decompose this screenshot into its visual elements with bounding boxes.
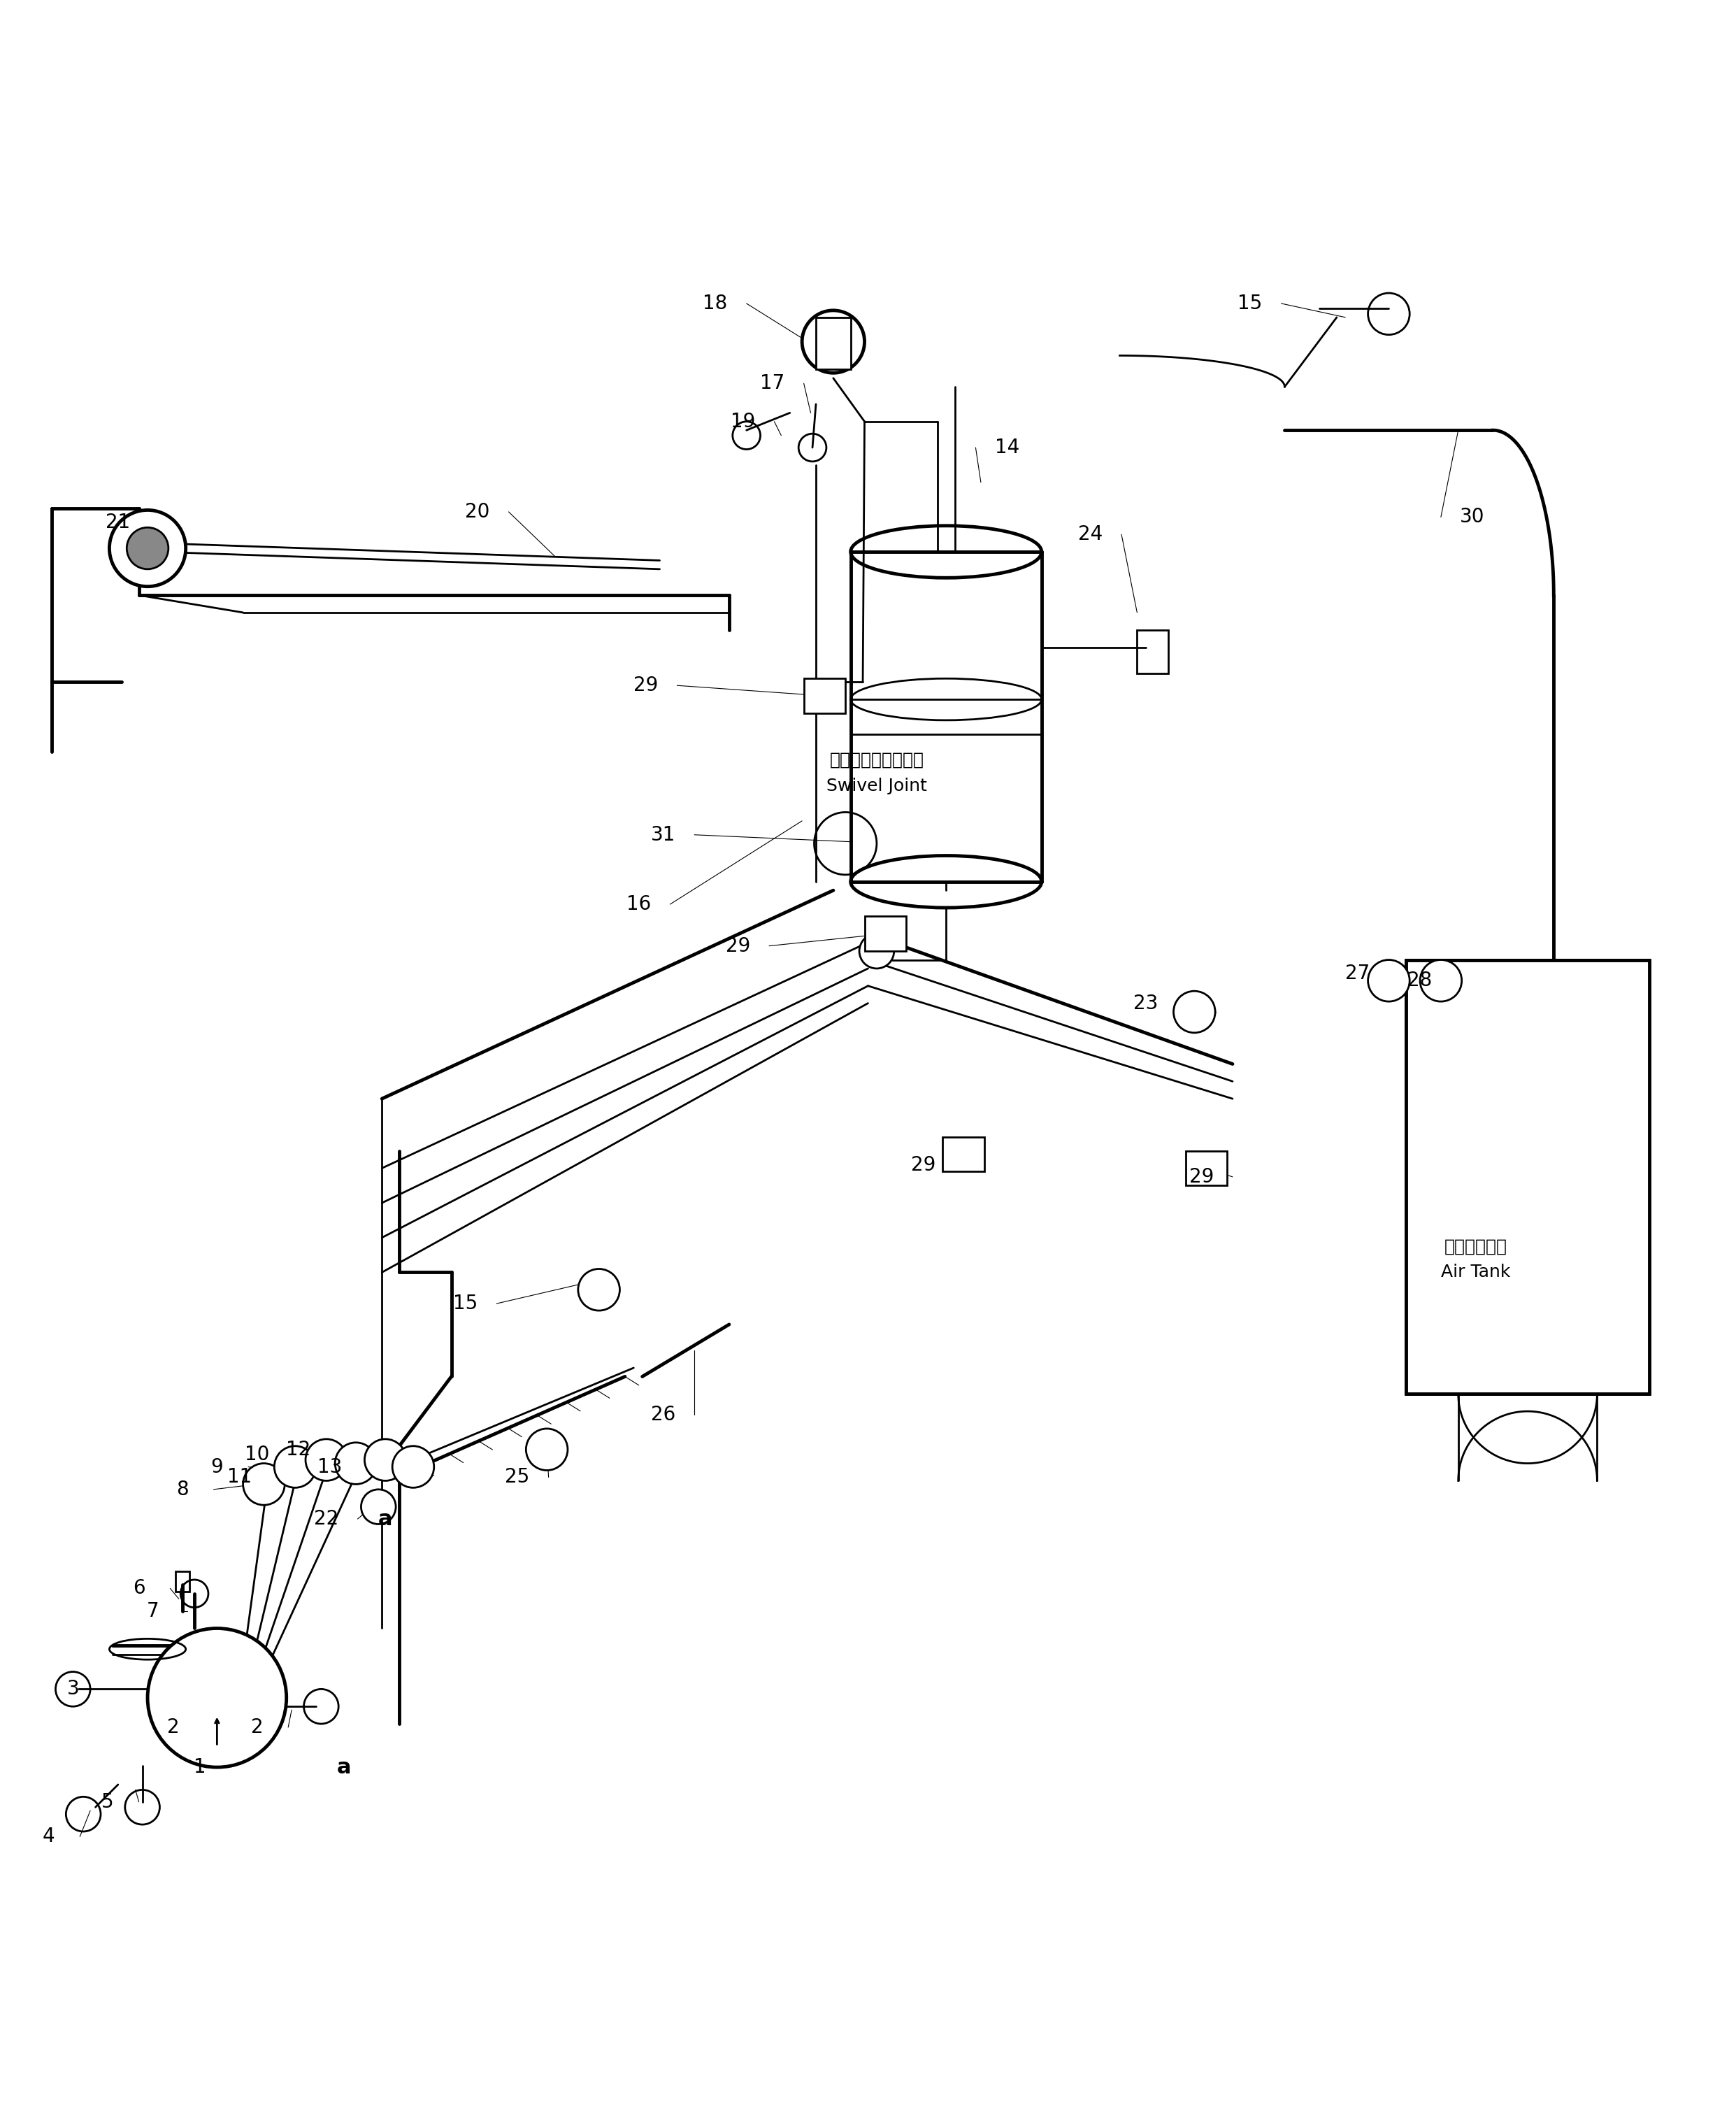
Text: 4: 4 bbox=[42, 1828, 56, 1847]
Text: 2: 2 bbox=[250, 1717, 264, 1736]
Text: 11: 11 bbox=[227, 1468, 252, 1487]
Text: 29: 29 bbox=[911, 1156, 936, 1175]
Text: 23: 23 bbox=[1134, 994, 1158, 1013]
Circle shape bbox=[365, 1439, 406, 1481]
Text: 29: 29 bbox=[1189, 1166, 1213, 1187]
Text: 9: 9 bbox=[210, 1458, 224, 1477]
Bar bbox=[175, 1570, 189, 1592]
Circle shape bbox=[1174, 992, 1215, 1032]
Text: 24: 24 bbox=[1078, 526, 1102, 545]
Text: エアータンク: エアータンク bbox=[1444, 1238, 1507, 1256]
Bar bbox=[943, 1136, 984, 1173]
Text: 19: 19 bbox=[731, 411, 755, 432]
Text: 29: 29 bbox=[634, 677, 658, 696]
Circle shape bbox=[109, 511, 186, 587]
Text: 25: 25 bbox=[505, 1468, 529, 1487]
Bar bbox=[816, 317, 851, 370]
Text: 5: 5 bbox=[101, 1792, 115, 1811]
Circle shape bbox=[335, 1443, 377, 1483]
Bar bbox=[1137, 630, 1168, 672]
Circle shape bbox=[148, 1628, 286, 1766]
Circle shape bbox=[306, 1439, 347, 1481]
Text: 14: 14 bbox=[995, 438, 1019, 458]
Text: 6: 6 bbox=[132, 1579, 146, 1598]
Text: 18: 18 bbox=[703, 294, 727, 313]
Text: 3: 3 bbox=[66, 1679, 80, 1698]
Circle shape bbox=[1368, 960, 1410, 1002]
Text: 1: 1 bbox=[193, 1758, 207, 1777]
Text: 8: 8 bbox=[175, 1479, 189, 1500]
Text: 15: 15 bbox=[453, 1294, 477, 1313]
Text: Air Tank: Air Tank bbox=[1441, 1264, 1510, 1281]
Circle shape bbox=[127, 528, 168, 568]
Text: 13: 13 bbox=[318, 1458, 342, 1477]
Bar bbox=[804, 679, 845, 713]
Text: a: a bbox=[337, 1758, 351, 1777]
Text: a: a bbox=[378, 1509, 392, 1530]
Text: 15: 15 bbox=[1238, 294, 1262, 313]
Text: 30: 30 bbox=[1460, 506, 1484, 528]
Circle shape bbox=[578, 1268, 620, 1311]
Bar bbox=[865, 917, 906, 951]
Circle shape bbox=[243, 1464, 285, 1504]
Text: Swivel Joint: Swivel Joint bbox=[826, 779, 927, 794]
Circle shape bbox=[1420, 960, 1462, 1002]
Text: 28: 28 bbox=[1408, 970, 1432, 990]
Text: 17: 17 bbox=[760, 375, 785, 394]
Text: スイベルジョイント: スイベルジョイント bbox=[830, 751, 924, 768]
Text: 12: 12 bbox=[286, 1441, 311, 1460]
Bar bbox=[1406, 960, 1649, 1394]
Circle shape bbox=[802, 311, 865, 372]
Text: 29: 29 bbox=[726, 936, 750, 955]
Circle shape bbox=[392, 1447, 434, 1487]
Circle shape bbox=[274, 1447, 316, 1487]
Text: 20: 20 bbox=[465, 502, 490, 521]
Text: 31: 31 bbox=[651, 826, 675, 845]
Text: 16: 16 bbox=[627, 894, 651, 915]
Text: 21: 21 bbox=[106, 513, 130, 532]
Circle shape bbox=[526, 1428, 568, 1470]
Text: 2: 2 bbox=[167, 1717, 181, 1736]
Text: 7: 7 bbox=[146, 1600, 160, 1622]
Circle shape bbox=[859, 934, 894, 968]
Bar bbox=[1186, 1151, 1227, 1185]
Text: 26: 26 bbox=[651, 1404, 675, 1424]
Text: 10: 10 bbox=[245, 1445, 269, 1464]
Text: 22: 22 bbox=[314, 1509, 339, 1528]
Circle shape bbox=[361, 1490, 396, 1524]
Text: 27: 27 bbox=[1345, 964, 1370, 983]
